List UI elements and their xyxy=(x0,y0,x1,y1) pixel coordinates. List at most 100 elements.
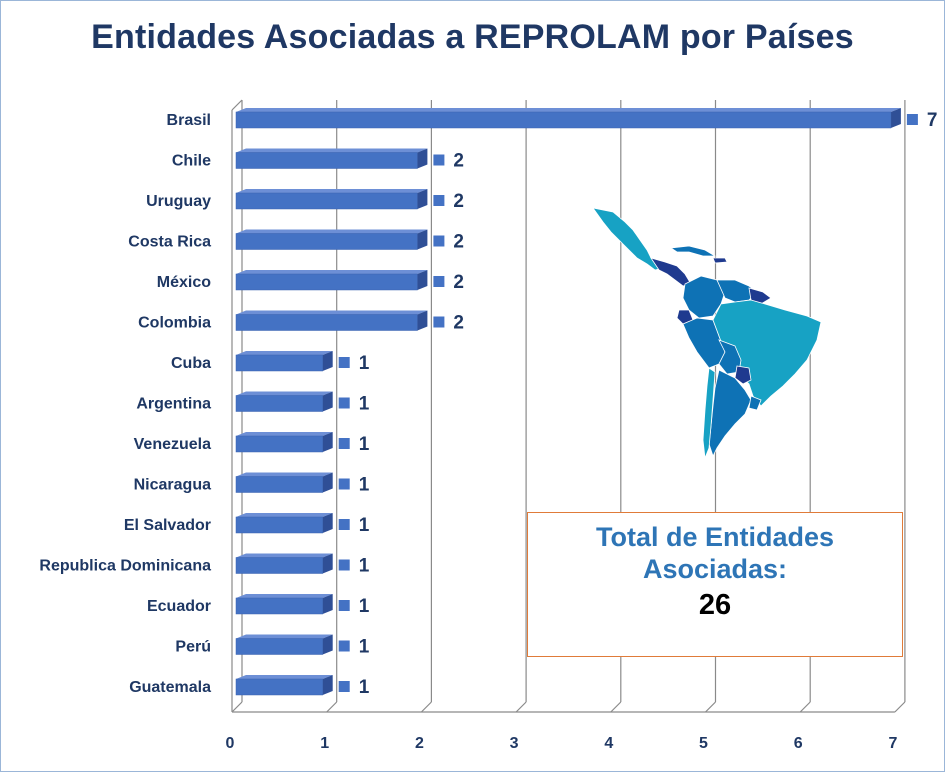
bar-side xyxy=(322,553,333,574)
bar-top xyxy=(236,513,333,517)
bar-top xyxy=(236,391,333,396)
map-uruguay xyxy=(748,395,762,411)
bar-side xyxy=(322,351,333,371)
data-label: 1 xyxy=(359,596,370,617)
bar-side xyxy=(417,189,428,209)
map-cuba xyxy=(669,245,717,257)
bar-top xyxy=(236,675,333,679)
data-label: 1 xyxy=(359,394,370,415)
data-label: 1 xyxy=(359,515,370,536)
bar xyxy=(235,354,323,372)
bar-top xyxy=(236,634,333,639)
bar-side xyxy=(417,270,428,290)
category-label: México xyxy=(157,274,211,291)
floor-line xyxy=(799,701,811,713)
data-label: 2 xyxy=(453,151,464,172)
category-label: Argentina xyxy=(136,396,211,413)
floor-line xyxy=(326,701,338,713)
category-label: Venezuela xyxy=(134,436,211,453)
bar-side xyxy=(322,391,333,412)
bar-side xyxy=(890,108,901,128)
bar-top xyxy=(236,472,333,477)
bar-side xyxy=(322,675,333,695)
data-label: 1 xyxy=(359,677,370,698)
data-label: 1 xyxy=(359,434,370,455)
category-label: Cuba xyxy=(171,355,211,372)
map-colombia xyxy=(682,275,726,319)
value-marker xyxy=(433,154,445,166)
bar xyxy=(235,152,418,169)
bar-top xyxy=(236,229,428,234)
data-label: 1 xyxy=(359,556,370,577)
bar-side xyxy=(322,634,333,655)
bar xyxy=(235,597,323,615)
bar xyxy=(235,273,418,291)
bar-top xyxy=(236,432,333,436)
latin-america-map xyxy=(585,200,835,460)
data-label: 2 xyxy=(453,313,464,334)
category-label: El Salvador xyxy=(124,517,211,534)
bar-top xyxy=(236,189,428,193)
floor-line xyxy=(515,701,527,713)
bar xyxy=(235,314,418,331)
total-value: 26 xyxy=(698,589,732,621)
x-tick-label: 0 xyxy=(226,735,235,752)
bar xyxy=(235,435,323,453)
x-tick-label: 1 xyxy=(320,735,329,752)
category-label: Nicaragua xyxy=(134,477,211,494)
floor-line xyxy=(705,701,716,713)
bar-side xyxy=(322,472,333,493)
value-marker xyxy=(338,357,350,368)
bar xyxy=(235,395,323,412)
bar-top xyxy=(236,310,428,315)
bar xyxy=(235,476,323,493)
bar xyxy=(235,192,418,210)
bar xyxy=(235,233,418,250)
value-marker xyxy=(338,438,350,449)
value-marker xyxy=(338,640,350,652)
value-marker xyxy=(433,235,445,247)
bar-top xyxy=(236,351,333,355)
value-marker xyxy=(338,397,350,409)
value-marker xyxy=(433,195,445,206)
labels-layer: 0 1 2 3 4 5 6 7 Brasil 7 Chile 2 Uruguay 2 Costa Rica 2… xyxy=(39,110,937,752)
x-tick-label: 6 xyxy=(794,735,803,752)
value-marker xyxy=(338,519,350,530)
map-central-america xyxy=(650,257,692,287)
value-marker xyxy=(338,600,350,611)
bar-top xyxy=(236,148,428,153)
data-label: 2 xyxy=(453,272,464,293)
category-label: Colombia xyxy=(138,315,211,332)
chart-title: Entidades Asociadas a REPROLAM por Paíse… xyxy=(91,18,854,56)
bar xyxy=(235,516,323,534)
map-guianas xyxy=(748,287,772,305)
floor-line xyxy=(420,701,432,713)
bar-top xyxy=(236,553,333,558)
bar xyxy=(235,678,323,696)
data-label: 7 xyxy=(927,110,938,131)
x-tick-label: 4 xyxy=(604,735,613,752)
bar-top xyxy=(236,594,333,598)
map-paraguay xyxy=(734,365,752,385)
total-label: Total de Entidades Asociadas: xyxy=(595,522,835,584)
bar-top xyxy=(236,108,901,112)
bar-side xyxy=(322,594,333,614)
category-label: Chile xyxy=(172,153,211,170)
bar-side xyxy=(417,229,428,250)
category-label: Perú xyxy=(175,639,211,656)
map-bolivia xyxy=(718,339,742,375)
value-marker xyxy=(433,316,445,328)
value-marker xyxy=(338,478,350,490)
bar xyxy=(235,638,323,655)
value-marker xyxy=(906,114,918,125)
data-label: 2 xyxy=(453,191,464,212)
floor-line xyxy=(231,701,243,713)
bar xyxy=(235,557,323,574)
floor-line xyxy=(894,701,906,713)
x-tick-label: 5 xyxy=(699,735,708,752)
value-marker xyxy=(433,276,445,287)
map-chile xyxy=(702,367,716,459)
x-tick-label: 2 xyxy=(415,735,424,752)
bar xyxy=(235,111,892,129)
